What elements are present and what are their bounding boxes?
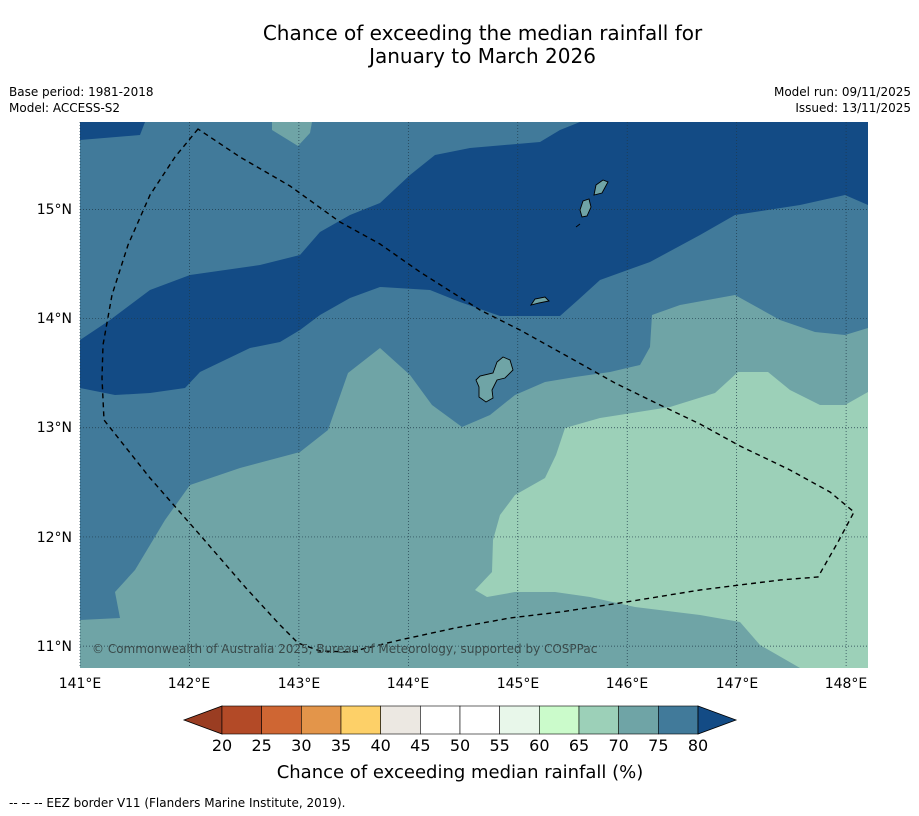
lon-label-144: 144°E xyxy=(387,676,430,692)
colorbar-segment-75-80 xyxy=(658,705,699,735)
island-rota xyxy=(529,296,550,306)
colorbar-tick-55: 55 xyxy=(489,736,509,755)
zone-70-75-north-patch xyxy=(272,122,312,146)
lon-label-146: 146°E xyxy=(606,676,649,692)
islands xyxy=(475,179,609,403)
colorbar-segment-70-75 xyxy=(618,705,659,735)
colorbar-segment-35-40 xyxy=(340,705,381,735)
colorbar-tick-30: 30 xyxy=(291,736,311,755)
colorbar-tick-40: 40 xyxy=(370,736,390,755)
lon-label-147: 147°E xyxy=(716,676,759,692)
colorbar-segment-60-65 xyxy=(539,705,580,735)
title-line-1: Chance of exceeding the median rainfall … xyxy=(262,21,703,45)
colorbar-segment-45-50 xyxy=(420,705,461,735)
lon-label-141: 141°E xyxy=(59,676,102,692)
zone-above-80-corner xyxy=(80,122,145,140)
meta-right: Model run: 09/11/2025 Issued: 13/11/2025 xyxy=(774,84,911,116)
issued-date: Issued: 13/11/2025 xyxy=(795,101,911,115)
colorbar-segment-55-60 xyxy=(499,705,540,735)
colorbar-tick-25: 25 xyxy=(251,736,271,755)
colorbar-ticks: 20 25 30 35 40 45 50 55 60 65 70 75 80 xyxy=(212,736,708,755)
island-guam xyxy=(475,356,514,403)
colorbar-tick-60: 60 xyxy=(529,736,549,755)
model-run: Model run: 09/11/2025 xyxy=(773,85,911,99)
title-line-2: January to March 2026 xyxy=(369,44,596,68)
colorbar-tick-20: 20 xyxy=(212,736,232,755)
lat-label-12: 12°N xyxy=(37,530,72,546)
lon-label-148: 148°E xyxy=(825,676,868,692)
colorbar-tick-50: 50 xyxy=(450,736,470,755)
copyright-notice: © Commonwealth of Australia 2025, Bureau… xyxy=(92,642,597,656)
map-plot-area xyxy=(80,122,868,668)
lat-label-15: 15°N xyxy=(37,202,72,218)
colorbar-tick-45: 45 xyxy=(410,736,430,755)
island-saipan xyxy=(593,179,609,196)
colorbar-tick-35: 35 xyxy=(331,736,351,755)
colorbar: 20 25 30 35 40 45 50 55 60 65 70 75 80 Chance of exc… xyxy=(182,705,738,783)
longitude-labels: 141°E 142°E 143°E 144°E 145°E 146°E 147°… xyxy=(59,676,868,692)
colorbar-segment-40-45 xyxy=(380,705,421,735)
lon-label-145: 145°E xyxy=(497,676,540,692)
colorbar-tick-70: 70 xyxy=(608,736,628,755)
zone-above-80-north xyxy=(80,122,868,395)
model-name: Model: ACCESS-S2 xyxy=(9,101,121,115)
colorbar-over-arrow xyxy=(697,705,738,735)
lon-label-143: 143°E xyxy=(278,676,321,692)
colorbar-segment-25-30 xyxy=(261,705,302,735)
colorbar-segment-65-70 xyxy=(578,705,619,735)
zone-65-70 xyxy=(475,372,868,668)
colorbar-segment-30-35 xyxy=(301,705,342,735)
colorbar-segment-50-55 xyxy=(459,705,500,735)
island-aguijan xyxy=(575,223,581,228)
colorbar-segment-20-25 xyxy=(221,705,262,735)
lat-label-13: 13°N xyxy=(37,420,72,436)
map-title: Chance of exceeding the median rainfall … xyxy=(0,22,919,68)
colorbar-segments xyxy=(221,705,699,735)
lon-label-142: 142°E xyxy=(168,676,211,692)
colorbar-tick-75: 75 xyxy=(648,736,668,755)
base-period: Base period: 1981-2018 xyxy=(9,85,154,99)
colorbar-label: Chance of exceeding median rainfall (%) xyxy=(277,762,644,783)
colorbar-tick-80: 80 xyxy=(688,736,708,755)
graticule xyxy=(79,122,868,668)
meta-left: Base period: 1981-2018 Model: ACCESS-S2 xyxy=(9,84,154,116)
colorbar-under-arrow xyxy=(182,705,223,735)
eez-legend-note: -- -- -- EEZ border V11 (Flanders Marine… xyxy=(9,796,346,810)
colorbar-tick-65: 65 xyxy=(569,736,589,755)
latitude-labels: 15°N 14°N 13°N 12°N 11°N xyxy=(37,202,72,655)
lat-label-14: 14°N xyxy=(37,311,72,327)
island-tinian xyxy=(579,198,592,218)
lat-label-11: 11°N xyxy=(37,639,72,655)
